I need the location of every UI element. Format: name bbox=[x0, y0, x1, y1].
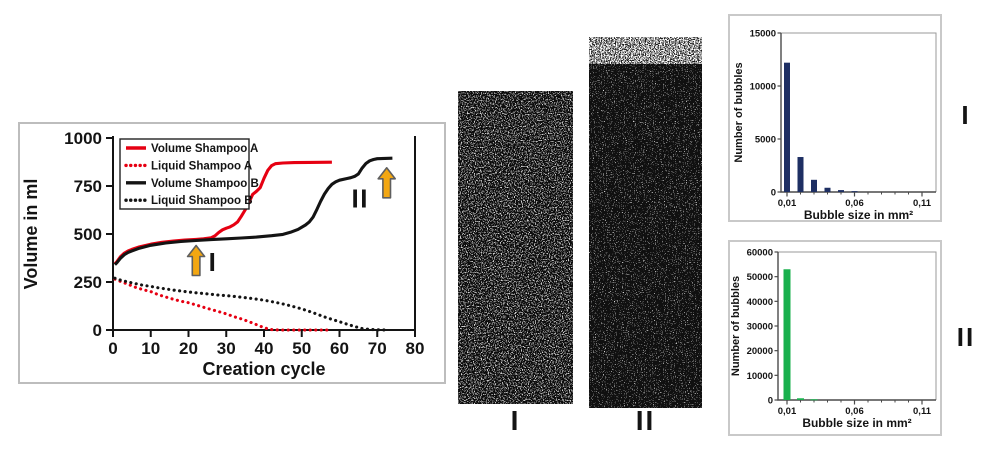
y-tick-label: 60000 bbox=[747, 248, 773, 259]
y-tick-label: 0 bbox=[768, 396, 773, 407]
foam-image-1 bbox=[458, 91, 573, 404]
x-tick-label: 0,06 bbox=[845, 406, 864, 417]
x-tick-label: 20 bbox=[179, 339, 198, 358]
series-liquid-shampoo-a bbox=[113, 277, 334, 332]
legend-box bbox=[119, 138, 250, 210]
series-liquid-shampoo-b bbox=[113, 276, 387, 332]
y-tick-label: 10000 bbox=[750, 82, 776, 93]
plot-frame bbox=[778, 251, 937, 400]
y-tick-label: 30000 bbox=[747, 322, 773, 333]
hist-axes bbox=[777, 252, 936, 401]
y-tick-label: 5000 bbox=[755, 135, 776, 146]
x-tick-label: 30 bbox=[217, 339, 236, 358]
bubble-histogram-1-panel: 0 5000 10000 15000 0,01 0,06 0,11 Bubble size i… bbox=[728, 14, 942, 222]
plot-frame bbox=[781, 32, 937, 192]
bubble-histogram-2: 0 10000 20000 30000 40000 50000 60000 0,01 0,06 0… bbox=[730, 248, 937, 430]
x-tick-label: 0 bbox=[108, 339, 117, 358]
y-tick-label: 0 bbox=[771, 188, 776, 199]
foam-image-1-label: I bbox=[510, 405, 521, 436]
volume-line-chart: 0 250 500 750 1000 0 10 20 30 40 50 60 70 80 Creation … bbox=[21, 129, 425, 379]
y-axis-title: Number of bubbles bbox=[733, 62, 745, 162]
x-tick-label: 40 bbox=[255, 339, 274, 358]
x-axis-title: Bubble size in mm² bbox=[802, 416, 911, 430]
series-volume-shampoo-b bbox=[113, 156, 393, 266]
bubble-histogram-2-panel: 0 10000 20000 30000 40000 50000 60000 0,01 0,06 0… bbox=[728, 240, 942, 436]
bar-0,03 bbox=[811, 179, 817, 192]
foam-image-2-label: II bbox=[635, 405, 656, 436]
y-tick-label: 15000 bbox=[750, 29, 776, 40]
volume-line-chart-panel: 0 250 500 750 1000 0 10 20 30 40 50 60 70 80 Creation … bbox=[18, 122, 446, 384]
foam-image-1-texture bbox=[458, 91, 573, 404]
y-tick-label: 0 bbox=[93, 321, 102, 340]
x-tick-label: 0,11 bbox=[913, 406, 932, 417]
y-axis-title: Volume in ml bbox=[21, 179, 41, 290]
x-tick-label: 0,11 bbox=[913, 198, 932, 209]
legend: Volume Shampoo A Liquid Shampoo A Volume S… bbox=[119, 138, 259, 210]
y-axis-title: Number of bubbles bbox=[730, 276, 742, 376]
x-tick-label: 70 bbox=[368, 339, 387, 358]
bar-0,01 bbox=[783, 269, 791, 400]
y-tick-label: 500 bbox=[74, 225, 102, 244]
bar-0,02 bbox=[797, 398, 804, 400]
annotation-label-ii: II bbox=[352, 183, 369, 213]
bar-0,06 bbox=[851, 191, 858, 193]
y-tick-label: 20000 bbox=[747, 346, 773, 357]
annotation-label-i: I bbox=[209, 247, 218, 277]
y-tick-label: 750 bbox=[74, 177, 102, 196]
y-tick-label: 10000 bbox=[747, 371, 773, 382]
x-tick-label: 0,01 bbox=[778, 406, 797, 417]
y-tick-label: 50000 bbox=[747, 272, 773, 283]
x-tick-label: 60 bbox=[330, 339, 349, 358]
bar-0,04 bbox=[824, 187, 831, 192]
y-tick-label: 40000 bbox=[747, 297, 773, 308]
y-tick-label: 250 bbox=[74, 273, 102, 292]
foam-image-2 bbox=[589, 37, 702, 408]
hist-axes bbox=[780, 33, 936, 193]
x-axis-title: Bubble size in mm² bbox=[804, 208, 913, 220]
legend-entry-label: Volume Shampoo B bbox=[151, 178, 259, 190]
histogram-1-roman-label: I bbox=[961, 100, 971, 130]
bar-0,05 bbox=[838, 190, 844, 192]
bar-0,01 bbox=[784, 62, 790, 193]
foam-image-2-texture bbox=[589, 37, 702, 408]
x-tick-label: 10 bbox=[141, 339, 160, 358]
legend-entry-label: Liquid Shampoo B bbox=[151, 195, 253, 207]
legend-entry-label: Liquid Shampoo A bbox=[151, 160, 252, 172]
y-tick-label: 1000 bbox=[64, 129, 102, 148]
bar-0,02 bbox=[797, 157, 804, 192]
x-tick-label: 0,06 bbox=[845, 198, 864, 209]
histogram-2-roman-label: II bbox=[956, 322, 976, 352]
x-tick-label: 0,01 bbox=[778, 198, 797, 209]
x-tick-label: 50 bbox=[292, 339, 311, 358]
x-axis-title: Creation cycle bbox=[202, 359, 325, 379]
annotation-arrow-i bbox=[186, 244, 206, 277]
x-tick-label: 80 bbox=[406, 339, 425, 358]
annotation-arrow-ii bbox=[377, 166, 397, 199]
legend-entry-label: Volume Shampoo A bbox=[151, 143, 258, 155]
bar-0,03 bbox=[810, 399, 818, 401]
